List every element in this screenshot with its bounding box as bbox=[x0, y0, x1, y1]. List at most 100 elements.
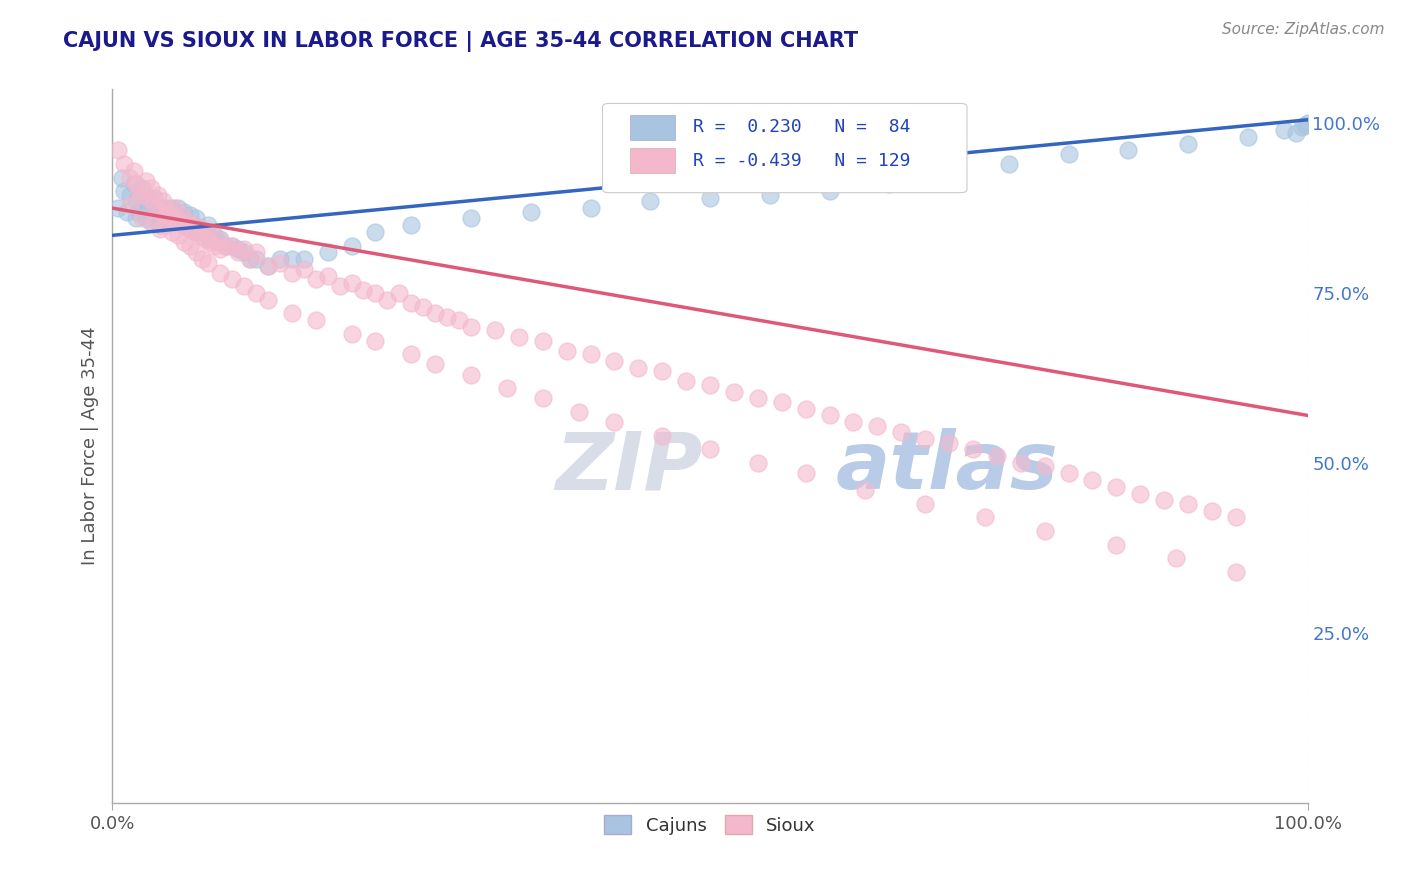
Point bbox=[138, 201, 160, 215]
Point bbox=[173, 218, 195, 232]
Point bbox=[233, 279, 256, 293]
Text: R = -0.439   N = 129: R = -0.439 N = 129 bbox=[693, 152, 911, 169]
Point bbox=[135, 211, 157, 226]
Point bbox=[114, 184, 135, 198]
Point bbox=[818, 184, 841, 198]
Point bbox=[352, 283, 374, 297]
Text: R =  0.230   N =  84: R = 0.230 N = 84 bbox=[693, 118, 911, 136]
Point bbox=[699, 377, 721, 392]
Point bbox=[215, 238, 238, 252]
Point bbox=[962, 442, 984, 457]
Point bbox=[1105, 480, 1128, 494]
Point bbox=[974, 510, 997, 524]
Point bbox=[364, 225, 387, 239]
Point bbox=[1081, 473, 1104, 487]
Point bbox=[155, 211, 177, 226]
Point bbox=[1057, 146, 1080, 161]
Point bbox=[1291, 120, 1313, 134]
Legend: Cajuns, Sioux: Cajuns, Sioux bbox=[595, 806, 825, 844]
Point bbox=[914, 432, 936, 446]
Point bbox=[170, 208, 193, 222]
Text: atlas: atlas bbox=[835, 428, 1059, 507]
FancyBboxPatch shape bbox=[630, 148, 675, 173]
Point bbox=[316, 245, 339, 260]
Point bbox=[245, 245, 267, 260]
Point bbox=[460, 211, 482, 226]
Point bbox=[143, 198, 166, 212]
Point bbox=[125, 211, 148, 226]
Point bbox=[179, 208, 201, 222]
Point bbox=[627, 360, 650, 375]
Point bbox=[579, 201, 602, 215]
Point bbox=[107, 201, 129, 215]
Point bbox=[340, 326, 363, 341]
Point bbox=[377, 293, 399, 307]
Point bbox=[1294, 118, 1316, 132]
Point bbox=[340, 238, 363, 252]
Point bbox=[329, 279, 352, 293]
Point bbox=[179, 221, 201, 235]
Point bbox=[155, 208, 177, 222]
Point bbox=[699, 442, 721, 457]
Point bbox=[1166, 551, 1188, 566]
Point bbox=[340, 276, 363, 290]
Point bbox=[143, 215, 166, 229]
Point bbox=[269, 255, 291, 269]
Point bbox=[794, 466, 817, 480]
Point bbox=[159, 204, 181, 219]
Point bbox=[135, 174, 157, 188]
Point bbox=[141, 204, 163, 219]
Point bbox=[818, 409, 841, 423]
Point bbox=[747, 392, 769, 406]
Point bbox=[207, 235, 229, 249]
Point bbox=[986, 449, 1008, 463]
Point bbox=[194, 228, 217, 243]
Point bbox=[1237, 129, 1260, 144]
Point bbox=[157, 201, 180, 215]
Point bbox=[257, 259, 280, 273]
Point bbox=[183, 218, 205, 232]
Point bbox=[281, 266, 304, 280]
Point bbox=[257, 259, 280, 273]
Point bbox=[143, 191, 166, 205]
Point bbox=[651, 429, 673, 443]
Point bbox=[842, 415, 865, 429]
Point bbox=[401, 296, 423, 310]
Point bbox=[879, 178, 901, 192]
Point bbox=[233, 242, 256, 256]
Point bbox=[149, 218, 172, 232]
Point bbox=[191, 221, 214, 235]
Point bbox=[186, 211, 208, 226]
Point bbox=[221, 272, 243, 286]
Point bbox=[1225, 565, 1247, 579]
Point bbox=[187, 221, 209, 235]
Point bbox=[425, 306, 447, 320]
Point bbox=[139, 180, 162, 194]
Point bbox=[186, 225, 208, 239]
Point bbox=[131, 187, 153, 202]
Point bbox=[162, 201, 183, 215]
Point bbox=[155, 218, 177, 232]
Point bbox=[122, 178, 145, 192]
Point bbox=[305, 313, 328, 327]
Point bbox=[1225, 510, 1247, 524]
Point bbox=[200, 235, 222, 249]
Text: CAJUN VS SIOUX IN LABOR FORCE | AGE 35-44 CORRELATION CHART: CAJUN VS SIOUX IN LABOR FORCE | AGE 35-4… bbox=[63, 31, 859, 53]
Point bbox=[866, 418, 889, 433]
Point bbox=[292, 262, 315, 277]
Point bbox=[1033, 459, 1056, 474]
Text: Source: ZipAtlas.com: Source: ZipAtlas.com bbox=[1222, 22, 1385, 37]
Point bbox=[221, 238, 243, 252]
Point bbox=[167, 211, 190, 226]
Point bbox=[281, 252, 304, 266]
Point bbox=[107, 144, 129, 158]
Point bbox=[197, 255, 219, 269]
Point bbox=[531, 334, 554, 348]
Point bbox=[460, 320, 482, 334]
Point bbox=[200, 232, 222, 246]
Point bbox=[364, 334, 387, 348]
Point bbox=[162, 225, 183, 239]
Point bbox=[1033, 524, 1056, 538]
Point bbox=[153, 201, 176, 215]
Point bbox=[170, 208, 193, 222]
